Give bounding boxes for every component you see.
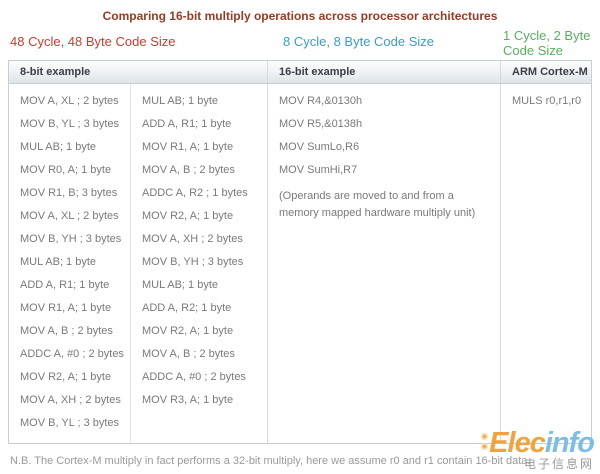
instruction: MOV A, B ; 2 bytes	[142, 348, 235, 360]
instruction: MULS r0,r1,r0	[512, 95, 582, 107]
instruction: MOV R2, A; 1 byte	[20, 371, 112, 383]
instruction: MUL AB; 1 byte	[20, 141, 97, 153]
logo-pins-icon	[481, 433, 489, 453]
column-8bit-left: MOV A, XL ; 2 bytes MOV B, YL ; 3 bytes …	[9, 84, 130, 443]
instruction: MOV R1, B; 3 bytes	[20, 187, 118, 199]
instruction: MOV A, XH ; 2 bytes	[20, 394, 121, 406]
logo-subtitle-chinese: 电子信息网	[523, 457, 594, 471]
instruction: MOV R2, A; 1 byte	[142, 210, 234, 222]
column-header-8bit-example: 8-bit example	[20, 66, 91, 78]
column-16bit-example: MOV R4,&0130h MOV R5,&0138h MOV SumLo,R6…	[267, 84, 500, 443]
instruction: MOV A, XL ; 2 bytes	[20, 95, 119, 107]
instruction: MOV R1, A; 1 byte	[142, 141, 234, 153]
instruction: MOV A, XH ; 2 bytes	[142, 233, 243, 245]
banner-16bit-cost: 8 Cycle, 8 Byte Code Size	[283, 34, 435, 49]
table-header-row: 8-bit example 16-bit example ARM Cortex-…	[9, 61, 591, 84]
footnote: N.B. The Cortex-M multiply in fact perfo…	[10, 455, 531, 467]
instruction: ADD A, R2; 1 byte	[142, 302, 232, 314]
instruction: MOV A, B ; 2 bytes	[142, 164, 235, 176]
table-body: MOV A, XL ; 2 bytes MOV B, YL ; 3 bytes …	[9, 84, 591, 443]
instruction: ADDC A, #0 ; 2 bytes	[20, 348, 124, 360]
elecinfo-logo: Elecinfo	[481, 427, 595, 459]
instruction: MOV R5,&0138h	[279, 118, 363, 130]
instruction: MOV R0, A; 1 byte	[20, 164, 112, 176]
column-header-16bit-example: 16-bit example	[267, 61, 500, 83]
instruction: MOV A, B ; 2 bytes	[20, 325, 113, 337]
instruction: MOV SumLo,R6	[279, 141, 360, 153]
instruction: MOV B, YH ; 3 bytes	[20, 233, 122, 245]
cycle-banners: 48 Cycle, 48 Byte Code Size 8 Cycle, 8 B…	[8, 28, 592, 58]
logo-text-elec: Elec	[489, 427, 546, 459]
instruction: ADDC A, R2 ; 1 bytes	[142, 187, 248, 199]
instruction: MOV B, YL ; 3 bytes	[20, 118, 120, 130]
banner-arm-cost: 1 Cycle, 2 Byte Code Size	[503, 28, 591, 58]
column-header-arm-cortex-m: ARM Cortex-M	[500, 61, 591, 83]
banner-8bit-cost: 48 Cycle, 48 Byte Code Size	[10, 34, 176, 49]
instruction: ADD A, R1; 1 byte	[142, 118, 232, 130]
instruction: MOV R2, A; 1 byte	[142, 325, 234, 337]
column-8bit-right: MUL AB; 1 byte ADD A, R1; 1 byte MOV R1,…	[130, 84, 267, 443]
logo-text-info: info	[544, 427, 595, 459]
page-title: Comparing 16-bit multiply operations acr…	[102, 9, 498, 23]
instruction: ADDC A, #0 ; 2 bytes	[142, 371, 246, 383]
instruction: MOV R3, A; 1 byte	[142, 394, 234, 406]
instruction: MOV SumHi,R7	[279, 164, 358, 176]
comparison-table: 8-bit example 16-bit example ARM Cortex-…	[8, 60, 592, 444]
instruction: MOV R4,&0130h	[279, 95, 363, 107]
instruction: MOV A, XL ; 2 bytes	[20, 210, 119, 222]
instruction: ADD A, R1; 1 byte	[20, 279, 110, 291]
instruction: MUL AB; 1 byte	[20, 256, 97, 268]
instruction: MOV B, YH ; 3 bytes	[142, 256, 244, 268]
instruction: MUL AB; 1 byte	[142, 279, 219, 291]
column-arm-cortex-m: MULS r0,r1,r0	[500, 84, 591, 443]
instruction: MUL AB; 1 byte	[142, 95, 219, 107]
instruction: MOV B, YL ; 3 bytes	[20, 417, 120, 429]
operands-note: (Operands are moved to and from a memory…	[279, 190, 476, 219]
instruction: MOV R1, A; 1 byte	[20, 302, 112, 314]
